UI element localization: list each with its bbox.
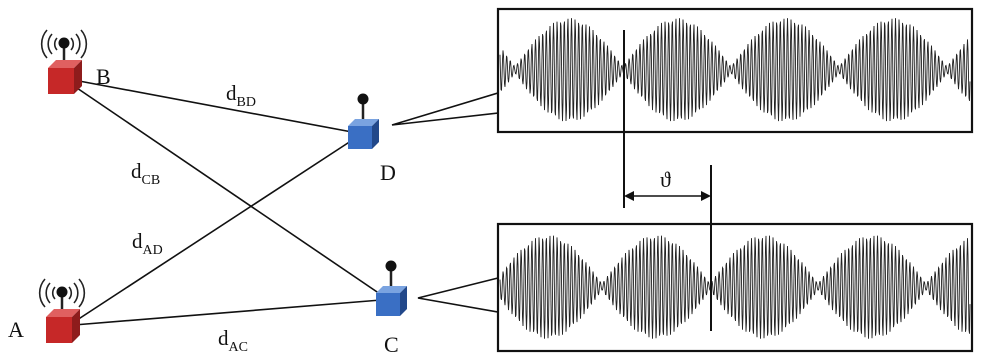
transmitter-a (38, 278, 86, 343)
callout-pointer-c (417, 276, 499, 313)
link-ac (73, 299, 382, 326)
received-signal-c-waveform (499, 235, 971, 339)
phase-shift-symbol: ϑ (660, 167, 671, 192)
distance-label-bd: dBD (226, 81, 256, 110)
link-ad (73, 138, 355, 323)
node-a-cube (46, 309, 80, 343)
node-label-c: C (384, 332, 399, 357)
receiver-d (348, 93, 379, 149)
received-signal-d-waveform (499, 18, 971, 122)
node-label-a: A (8, 317, 24, 342)
link-bd (78, 80, 353, 133)
radio-waves-icon (38, 278, 86, 308)
links (73, 80, 384, 326)
radio-waves-icon (40, 29, 88, 59)
node-c-cube (376, 286, 407, 316)
transmitter-b (40, 29, 88, 94)
callout-pointer-d (391, 91, 499, 126)
phase-shift-arrow (624, 191, 711, 201)
node-label-d: D (380, 160, 396, 185)
link-bc (73, 85, 384, 297)
antenna-icon (357, 93, 369, 120)
distance-label-cb: dCB (131, 159, 160, 188)
node-d-cube (348, 119, 379, 149)
receiver-c (376, 260, 407, 316)
antenna-icon (385, 260, 397, 287)
distance-label-ac: dAC (218, 326, 248, 355)
node-label-b: B (96, 64, 111, 89)
node-b-cube (48, 60, 82, 94)
distance-label-ad: dAD (132, 229, 163, 258)
